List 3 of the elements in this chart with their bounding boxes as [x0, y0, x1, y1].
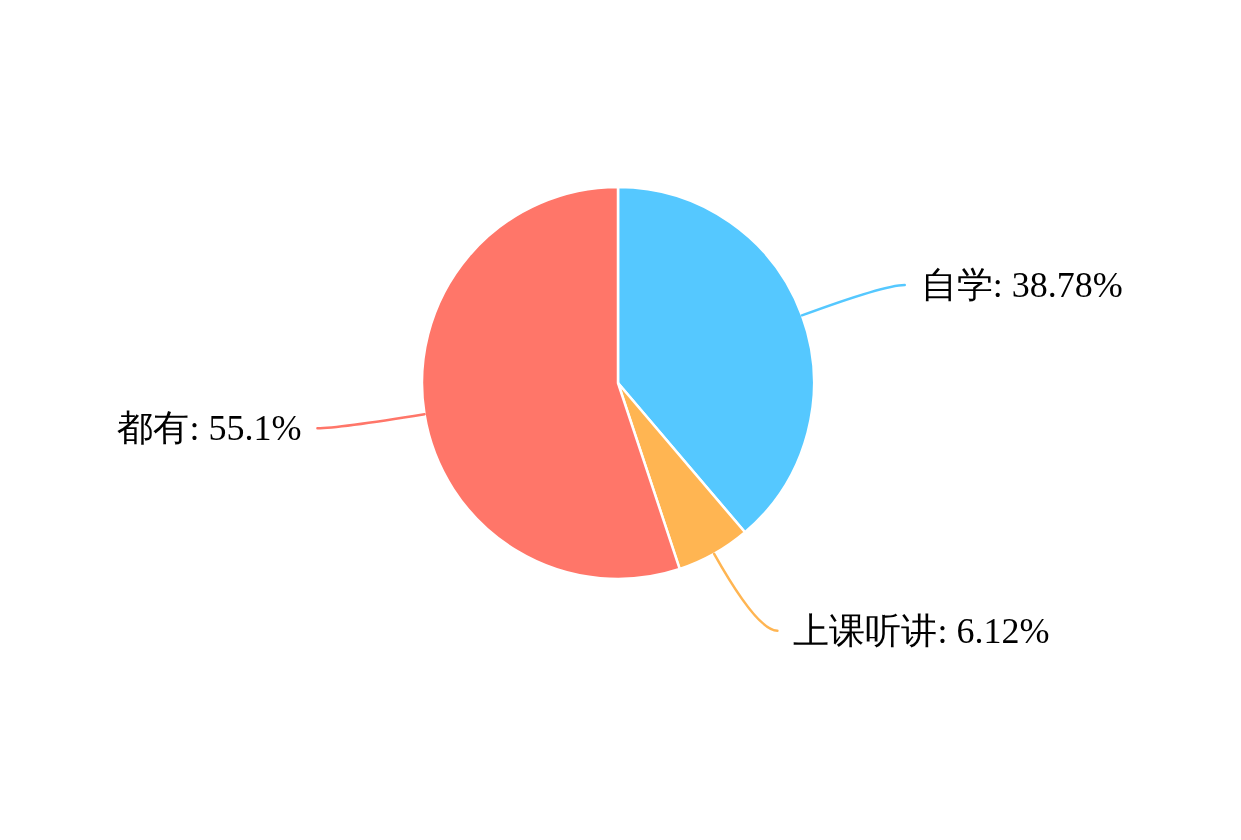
- slice-label: 上课听讲: 6.12%: [793, 610, 1050, 651]
- slice-label: 都有: 55.1%: [117, 408, 302, 449]
- slice-label: 自学: 38.78%: [920, 264, 1123, 305]
